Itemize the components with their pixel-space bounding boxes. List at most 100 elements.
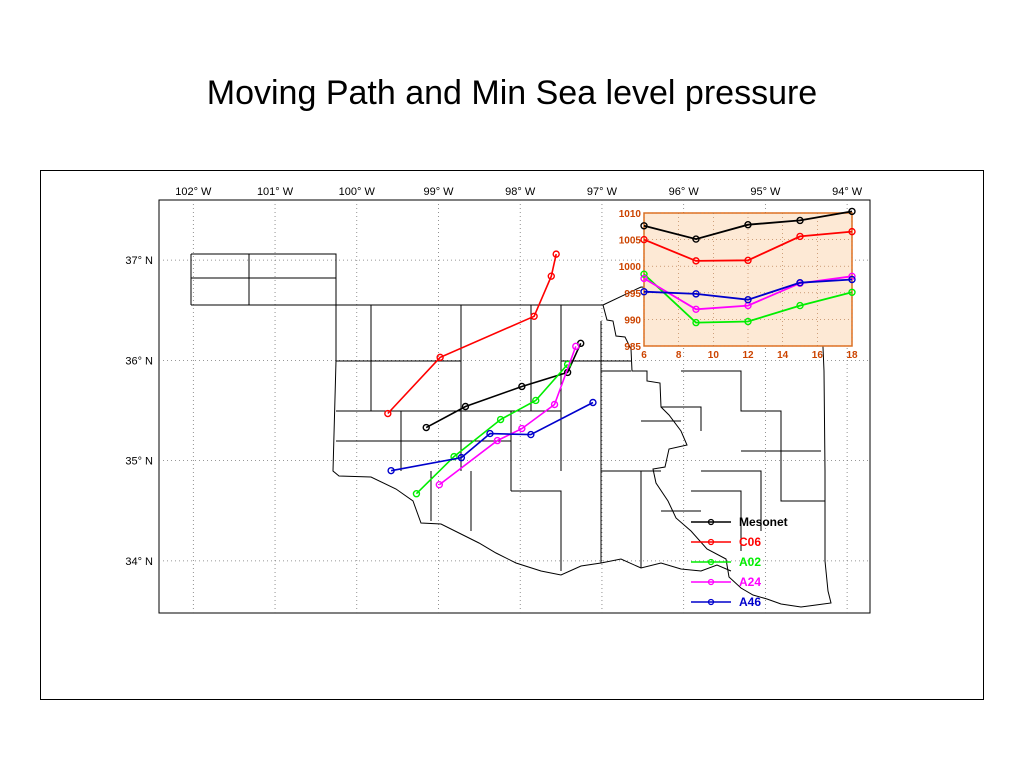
slide-title: Moving Path and Min Sea level pressure — [206, 74, 818, 112]
lon-tick-label: 102° W — [175, 186, 212, 198]
lat-tick-label: 37° N — [125, 255, 153, 267]
storm-tracks — [384, 250, 597, 498]
longitude-tick-labels: 102° W 101° W 100° W 99° W 98° W 97° W 96° W 95… — [175, 186, 863, 198]
inset-point-a24 — [640, 274, 648, 283]
inset-x-tick-label: 6 — [641, 350, 647, 361]
legend: Mesonet C06 A02 A24 A46 — [691, 515, 788, 609]
track-point-a46 — [387, 466, 395, 475]
legend-marker — [707, 578, 715, 586]
inset-y-tick-label: 1005 — [619, 236, 642, 247]
track-point-a24 — [518, 424, 526, 433]
inset-x-tick-label: 8 — [676, 350, 682, 361]
inset-x-tick-labels: 6 8 10 12 14 16 18 — [641, 350, 858, 361]
legend-label: Mesonet — [739, 515, 788, 529]
lon-tick-label: 99° W — [423, 186, 454, 198]
track-point-a46 — [457, 453, 466, 462]
legend-marker — [707, 518, 715, 526]
inset-point-a46 — [848, 275, 856, 284]
legend-marker — [707, 558, 715, 566]
inset-line-c06 — [643, 230, 853, 262]
inset-point-c06 — [640, 235, 648, 244]
inset-line-a46 — [643, 278, 853, 301]
inset-point-a46 — [640, 288, 648, 296]
inset-pressure-lines — [640, 207, 856, 327]
inset-point-a24 — [692, 305, 700, 313]
inset-point-a46 — [744, 296, 752, 304]
track-point-c06 — [530, 312, 538, 320]
track-point-a24 — [550, 400, 559, 409]
inset-point-mesonet — [692, 235, 700, 243]
inset-point-mesonet — [848, 207, 856, 216]
lon-tick-label: 95° W — [750, 186, 781, 198]
inset-point-mesonet — [640, 222, 648, 230]
latitude-tick-labels: 37° N 36° N 35° N 34° N — [125, 255, 153, 568]
inset-point-c06 — [796, 232, 804, 241]
inset-point-a02 — [640, 270, 648, 278]
inset-line-mesonet — [643, 210, 853, 241]
inset-point-c06 — [848, 227, 856, 236]
track-line-a02 — [415, 363, 569, 495]
legend-label: A24 — [739, 575, 761, 589]
track-point-c06 — [547, 272, 555, 280]
inset-x-tick-label: 16 — [812, 350, 824, 361]
inset-x-tick-label: 10 — [708, 350, 720, 361]
inset-x-tick-label: 14 — [777, 350, 789, 361]
inset-point-a46 — [796, 278, 804, 287]
track-line-a24 — [438, 346, 577, 486]
lat-tick-label: 36° N — [125, 355, 153, 367]
inset-grid — [643, 212, 853, 347]
track-point-a02 — [412, 490, 421, 498]
track-point-a02 — [532, 396, 540, 405]
track-point-a46 — [527, 430, 535, 439]
track-point-mesonet — [518, 382, 526, 391]
legend-marker — [707, 598, 715, 606]
legend-label: A46 — [739, 595, 761, 609]
inset-point-a24 — [848, 272, 856, 281]
inset-point-a02 — [744, 317, 752, 326]
inset-point-mesonet — [744, 221, 752, 229]
inset-point-c06 — [692, 257, 700, 265]
track-point-c06 — [552, 250, 560, 258]
track-line-mesonet — [425, 342, 582, 429]
lon-tick-label: 98° W — [505, 186, 536, 198]
inset-y-tick-label: 985 — [624, 342, 641, 353]
inset-point-a02 — [796, 301, 804, 310]
track-point-a46 — [486, 429, 494, 438]
track-point-mesonet — [461, 402, 470, 411]
inset-point-c06 — [744, 256, 752, 265]
track-point-c06 — [384, 409, 392, 418]
track-point-c06 — [436, 353, 444, 362]
inset-point-a46 — [692, 290, 700, 298]
lon-tick-label: 94° W — [832, 186, 863, 198]
inset-line-a02 — [643, 273, 853, 324]
inset-point-mesonet — [796, 216, 804, 225]
track-point-a24 — [493, 436, 502, 445]
inset-y-tick-label: 990 — [624, 315, 641, 326]
lon-tick-label: 100° W — [339, 186, 376, 198]
track-point-mesonet — [422, 423, 430, 432]
lat-tick-label: 35° N — [125, 456, 153, 468]
track-point-a02 — [496, 415, 505, 424]
inset-point-a02 — [848, 288, 856, 296]
track-point-a24 — [572, 342, 580, 351]
oklahoma-county-outlines — [190, 253, 832, 608]
track-line-a46 — [390, 401, 594, 472]
figure-frame: 102° W 101° W 100° W 99° W 98° W 97° W 96° W 95… — [40, 170, 984, 700]
legend-label: C06 — [739, 535, 761, 549]
inset-y-tick-labels: 985 990 995 1000 1005 1010 — [619, 209, 642, 353]
lat-tick-label: 34° N — [125, 556, 153, 568]
legend-marker — [707, 538, 715, 546]
legend-label: A02 — [739, 555, 761, 569]
map-figure: 102° W 101° W 100° W 99° W 98° W 97° W 96° W 95… — [125, 186, 871, 614]
inset-y-tick-label: 1010 — [619, 209, 642, 220]
lon-tick-label: 97° W — [587, 186, 618, 198]
lon-tick-label: 96° W — [669, 186, 700, 198]
inset-x-tick-label: 18 — [846, 350, 858, 361]
track-point-a24 — [435, 480, 444, 489]
inset-x-tick-label: 12 — [742, 350, 754, 361]
lon-tick-label: 101° W — [257, 186, 294, 198]
track-point-a46 — [589, 398, 597, 407]
inset-point-a02 — [692, 318, 700, 327]
inset-y-tick-label: 1000 — [619, 262, 642, 273]
pressure-inset: 6 8 10 12 14 16 18 985 990 995 1000 1005 1010 — [619, 207, 858, 361]
